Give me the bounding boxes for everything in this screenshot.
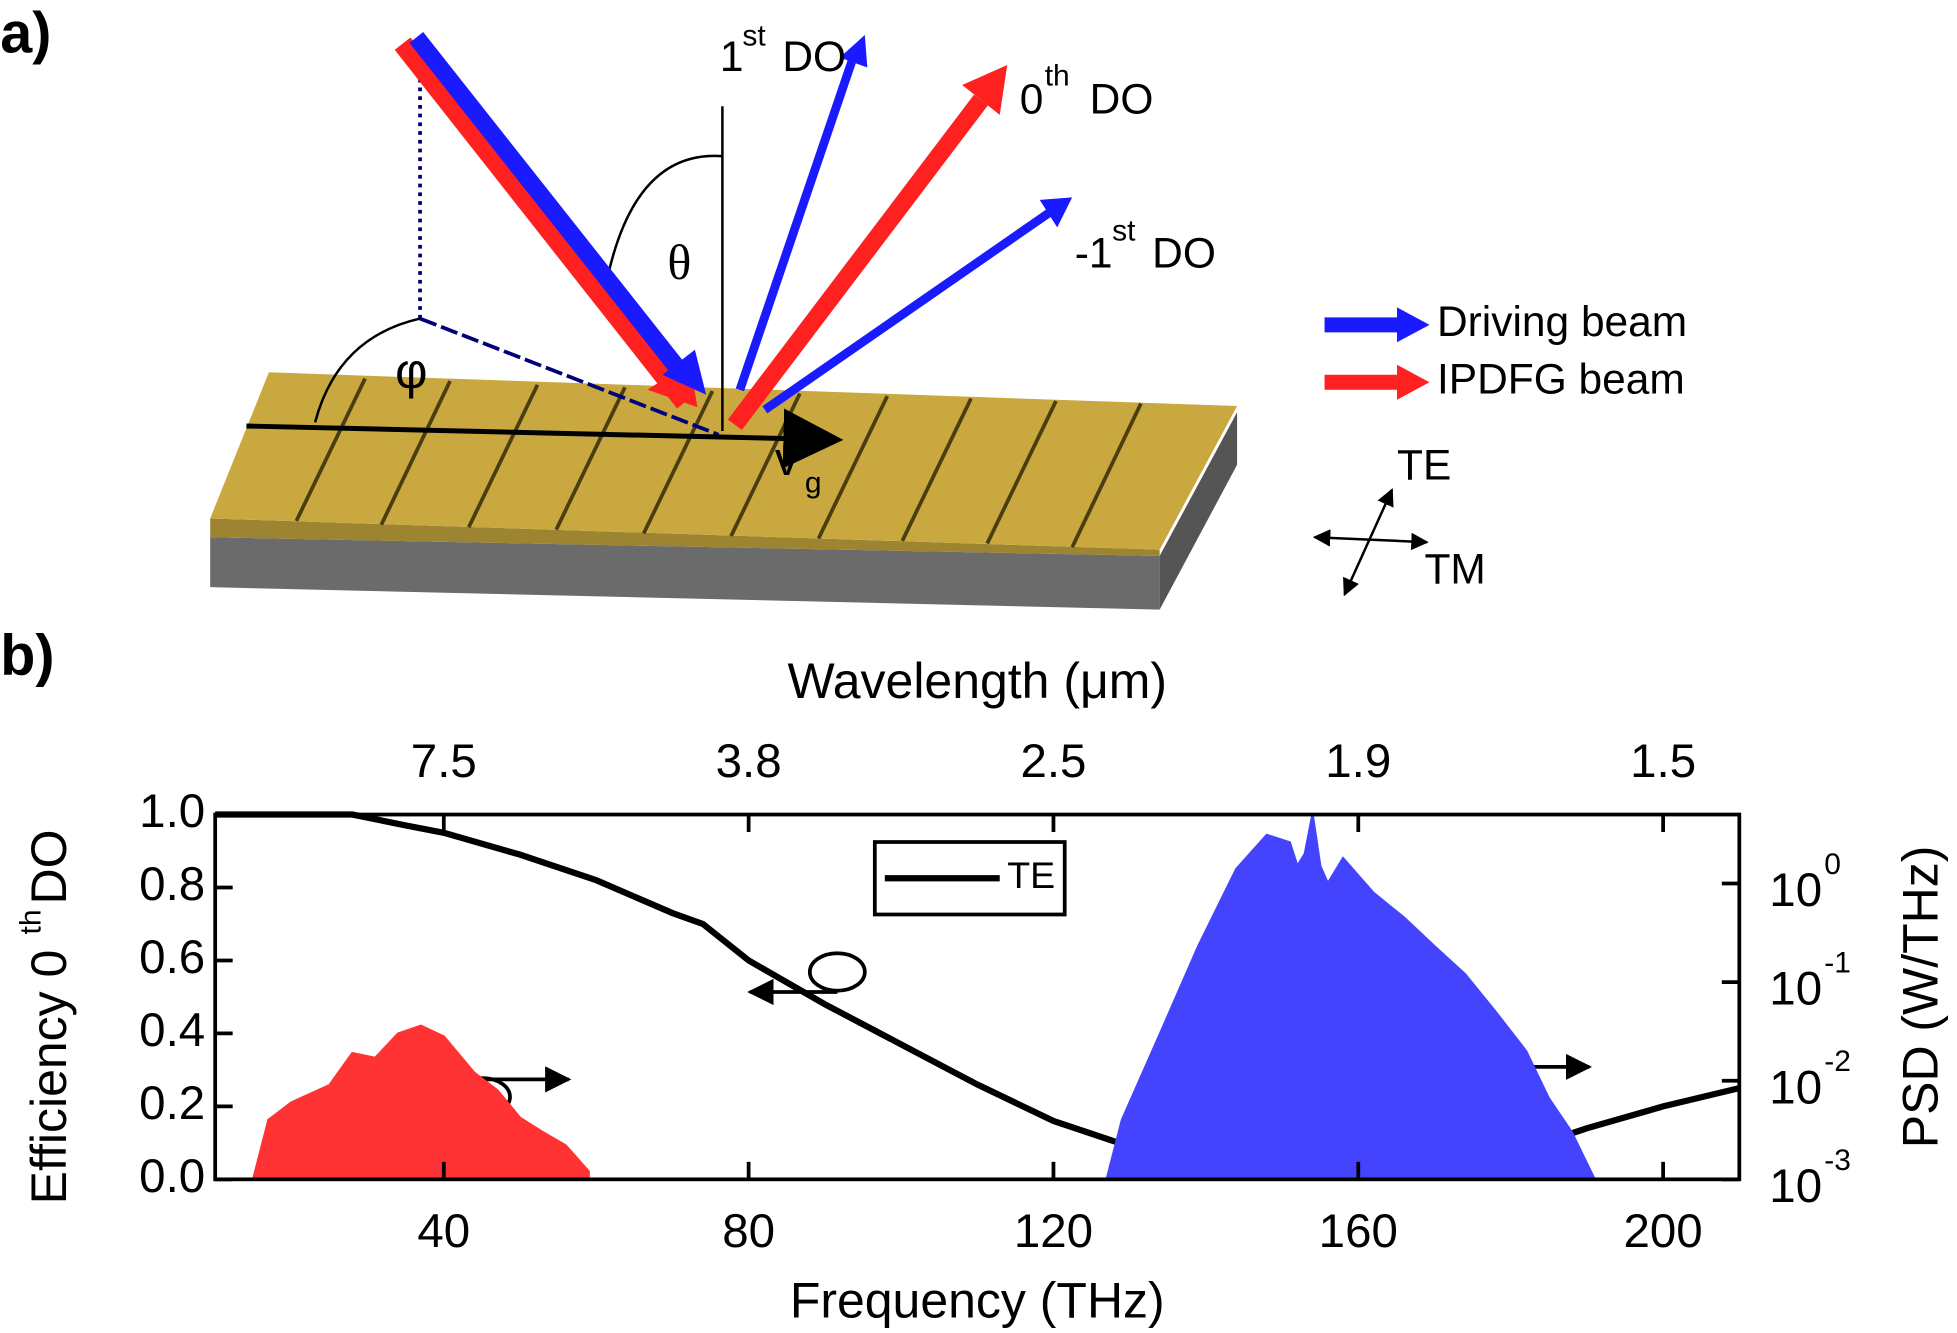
label: -1 <box>1075 229 1113 276</box>
first-beam <box>735 58 857 392</box>
x2-tick-label: 1.9 <box>1325 735 1391 788</box>
vg-sub: g <box>805 467 822 500</box>
incident-red <box>394 37 693 409</box>
y2-tick-label: 10 <box>1769 1061 1822 1114</box>
substrate-side <box>1159 412 1238 610</box>
panel-label: a) <box>0 2 51 66</box>
panel-a: a) 1 st DO <box>0 2 1687 610</box>
theta-arc <box>607 154 723 273</box>
y2-axis-label: PSD (W/THz) <box>1892 846 1948 1149</box>
y-axis-label: Efficiency 0 th DO <box>15 830 77 1205</box>
arrowhead <box>662 349 707 395</box>
label: st <box>742 19 766 52</box>
x-tick-label: 40 <box>417 1205 470 1258</box>
area <box>1105 814 1597 1181</box>
x2-axis-label: Wavelength (μm) <box>787 653 1167 709</box>
label: DO <box>782 33 846 80</box>
y2-tick-label: 10 <box>1769 1160 1822 1213</box>
label: 1 <box>720 33 744 80</box>
te-arrow <box>1343 488 1394 597</box>
theta: θ <box>667 234 691 290</box>
y-label-sup: th <box>15 909 48 934</box>
grating-front <box>210 518 1160 556</box>
y2-tick-exp: -1 <box>1824 947 1851 980</box>
y-label-main: Efficiency 0 <box>21 950 77 1205</box>
x2-tick-label: 3.8 <box>716 735 782 788</box>
legend-label: TE <box>1007 854 1055 896</box>
minus-first-beam <box>762 208 1053 414</box>
substrate-front <box>210 537 1160 610</box>
y2-tick-label: 10 <box>1769 963 1822 1016</box>
x-axis-label: Frequency (THz) <box>790 1272 1165 1328</box>
y2-tick-exp: -3 <box>1824 1144 1851 1177</box>
y2-tick-exp: -2 <box>1824 1045 1851 1078</box>
arrowhead <box>962 64 1008 115</box>
x-tick-label: 200 <box>1624 1205 1703 1258</box>
x2-tick-label: 1.5 <box>1630 735 1696 788</box>
label: 0 <box>1020 76 1044 123</box>
plot-frame <box>213 812 1742 1182</box>
y-tick-label: 1.0 <box>139 785 205 838</box>
polarization-label: TE <box>1397 442 1451 489</box>
tm-arrow <box>1312 529 1429 551</box>
legend-label: IPDFG beam <box>1437 356 1685 403</box>
y-tick-label: 0.2 <box>139 1077 205 1130</box>
x-tick-label: 160 <box>1319 1205 1398 1258</box>
legend-swatch <box>1397 307 1430 343</box>
phi: φ <box>395 343 427 399</box>
y2-tick-label: 10 <box>1769 864 1822 917</box>
y-label-tail: DO <box>21 830 77 905</box>
label: DO <box>1090 76 1154 123</box>
label: th <box>1045 59 1070 92</box>
vg: v <box>775 433 799 486</box>
panel-label: b) <box>0 624 54 688</box>
x2-tick-label: 2.5 <box>1020 735 1086 788</box>
x-tick-label: 120 <box>1014 1205 1093 1258</box>
polarization-label: TM <box>1424 545 1485 592</box>
x-tick-label: 80 <box>722 1205 775 1258</box>
zeroth-beam <box>727 94 988 431</box>
projection <box>419 316 720 437</box>
grating-top <box>210 372 1238 550</box>
vg-arrow <box>246 408 844 469</box>
area <box>251 1024 590 1181</box>
legend-label: Driving beam <box>1437 298 1687 345</box>
legend-swatch <box>1397 364 1430 400</box>
y-tick-label: 0.8 <box>139 858 205 911</box>
phi-arc <box>313 317 421 423</box>
incident-blue <box>409 32 692 383</box>
label: DO <box>1152 229 1216 276</box>
y-tick-label: 0.6 <box>139 931 205 984</box>
label: st <box>1112 214 1136 247</box>
arrowhead <box>839 34 868 68</box>
x2-tick-label: 7.5 <box>411 735 477 788</box>
beams <box>394 32 1073 431</box>
arrowhead <box>1039 197 1073 228</box>
y2-tick-exp: 0 <box>1824 848 1841 881</box>
y-tick-label: 0.0 <box>139 1150 205 1203</box>
y-tick-label: 0.4 <box>139 1004 205 1057</box>
